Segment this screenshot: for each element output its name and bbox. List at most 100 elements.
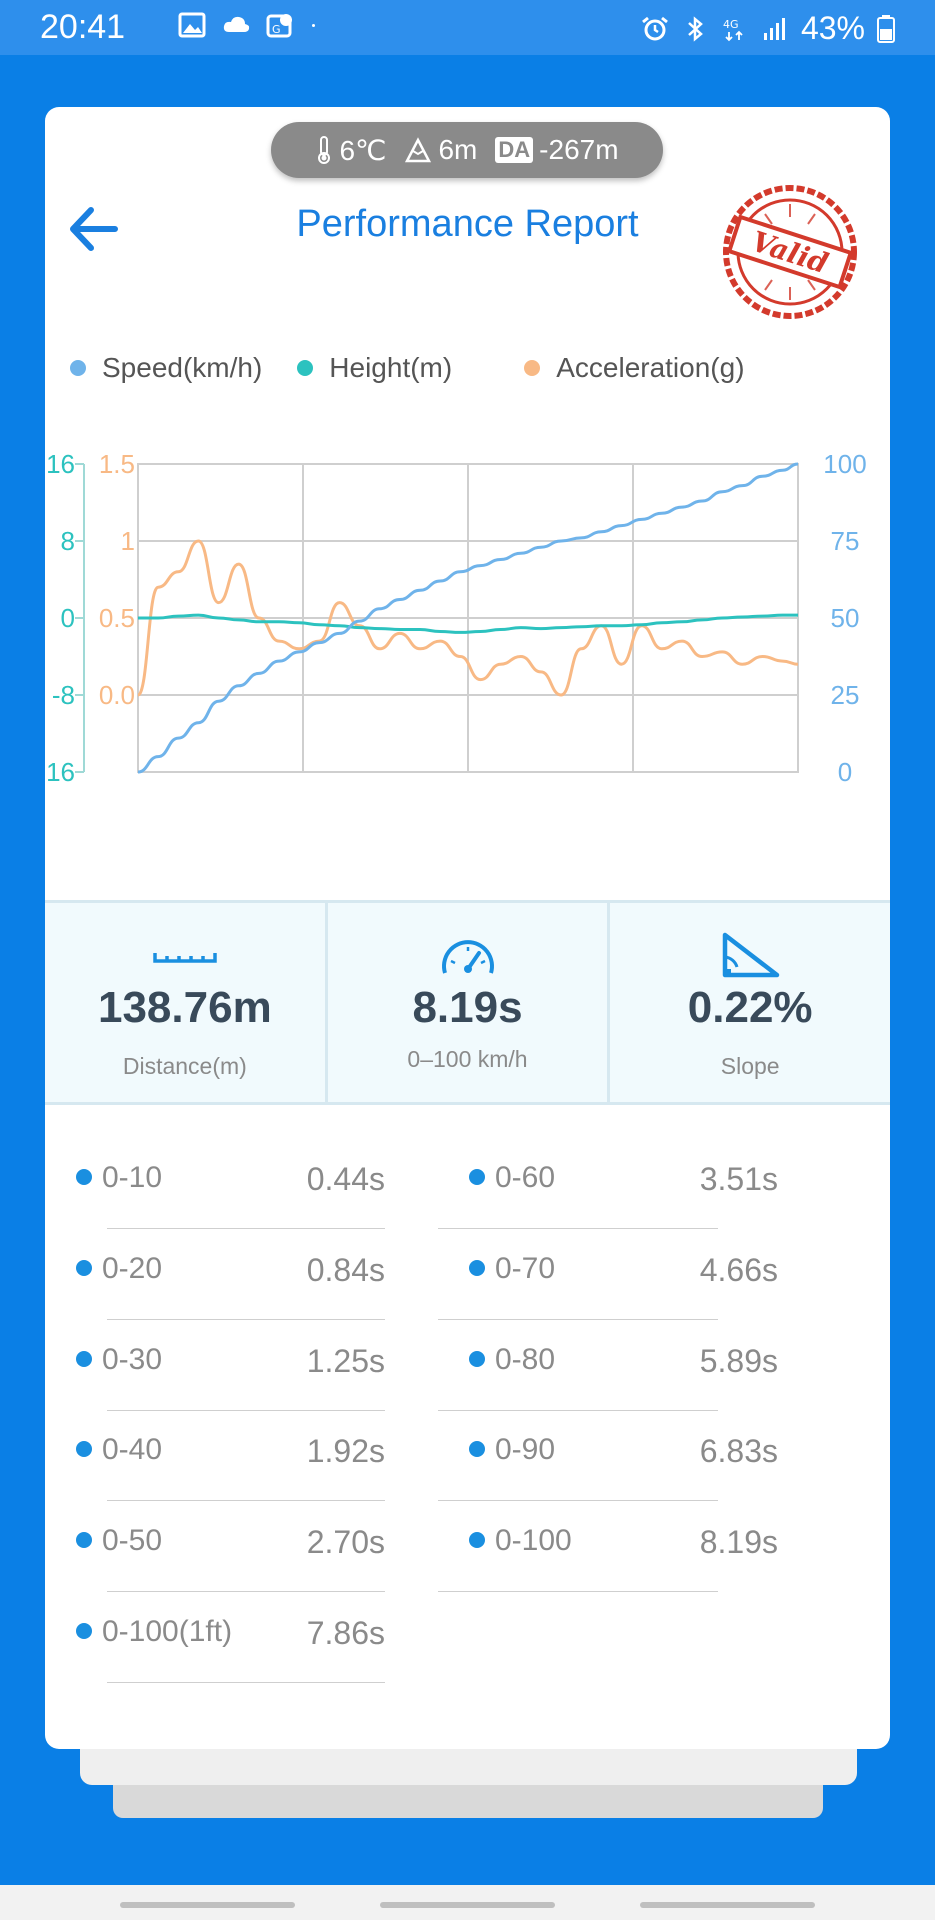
nav-back-button[interactable] xyxy=(640,1902,815,1908)
split-time-row: 0-60 3.51s xyxy=(438,1147,778,1237)
split-time-row: 0-50 2.70s xyxy=(45,1510,385,1600)
legend-acceleration-dot xyxy=(524,360,541,376)
split-name: 0-40 xyxy=(102,1433,163,1466)
status-left-icons: G xyxy=(178,12,324,38)
chart-legend: Speed(km/h) Height(m) Acceleration(g) xyxy=(70,352,745,384)
density-altitude-value: -267m xyxy=(539,134,619,165)
maps-icon: G xyxy=(266,14,292,38)
svg-text:4G: 4G xyxy=(723,18,739,31)
row-divider xyxy=(107,1319,385,1320)
legend-acceleration: Acceleration(g) xyxy=(524,352,745,384)
split-time: 7.86s xyxy=(306,1615,385,1651)
split-bullet xyxy=(76,1260,92,1276)
da-badge: DA xyxy=(495,137,534,163)
split-name: 0-90 xyxy=(495,1433,556,1466)
split-bullet xyxy=(469,1441,485,1457)
row-divider xyxy=(438,1410,718,1411)
row-divider xyxy=(107,1500,385,1501)
height-tick-label: 0 xyxy=(61,603,75,633)
speed-tick-label: 75 xyxy=(831,526,860,556)
temperature-item: 6℃ xyxy=(315,134,386,167)
split-name: 0-20 xyxy=(102,1252,163,1285)
alarm-icon xyxy=(642,16,668,40)
slope-value: 0.22% xyxy=(687,983,813,1032)
back-arrow-icon[interactable] xyxy=(63,197,127,261)
split-time: 2.70s xyxy=(306,1524,385,1560)
split-time-row: 0-20 0.84s xyxy=(45,1238,385,1328)
acceleration-tick-label: 1.5 xyxy=(99,449,135,479)
row-divider xyxy=(438,1591,718,1592)
battery-icon xyxy=(877,14,895,43)
split-name: 0-50 xyxy=(102,1524,163,1557)
acceleration-tick-label: 1 xyxy=(121,526,135,556)
split-bullet xyxy=(469,1532,485,1548)
legend-speed-label: Speed(km/h) xyxy=(102,352,263,383)
split-time: 3.51s xyxy=(699,1161,778,1197)
zero-to-hundred-label: 0–100 km/h xyxy=(407,1046,528,1072)
system-nav-bar xyxy=(0,1885,935,1920)
valid-stamp-icon: Valid xyxy=(723,185,857,319)
battery-percent: 43% xyxy=(800,10,865,46)
speed-series-line xyxy=(137,462,799,774)
temperature-value: 6℃ xyxy=(339,134,387,166)
performance-chart: 16 8 0 -8 -16 1.5 1 0.5 0.0 100 75 50 25 0 xyxy=(45,449,867,787)
page-title: Performance Report xyxy=(296,203,639,245)
split-time: 0.84s xyxy=(306,1252,385,1288)
legend-speed: Speed(km/h) xyxy=(70,352,262,384)
split-bullet xyxy=(76,1623,92,1639)
distance-value: 138.76m xyxy=(97,983,272,1032)
split-time: 8.19s xyxy=(699,1524,778,1560)
slope-label: Slope xyxy=(720,1053,780,1079)
height-series-line xyxy=(138,613,798,634)
thermometer-icon xyxy=(318,136,331,164)
height-tick-label: 16 xyxy=(46,449,75,479)
split-time-row: 0-80 5.89s xyxy=(438,1329,778,1419)
split-bullet xyxy=(469,1169,485,1185)
row-divider xyxy=(107,1591,385,1592)
altitude-value: 6m xyxy=(438,134,478,165)
legend-height-dot xyxy=(297,360,314,376)
split-time: 0.44s xyxy=(306,1161,385,1197)
signal-icon xyxy=(763,17,785,40)
split-bullet xyxy=(76,1169,92,1185)
distance-label: Distance(m) xyxy=(122,1053,247,1079)
split-time-row: 0-100(1ft) 7.86s xyxy=(45,1601,385,1691)
split-time-row: 0-30 1.25s xyxy=(45,1329,385,1419)
4g-icon: 4G xyxy=(723,18,743,41)
split-name: 0-100 xyxy=(495,1524,572,1557)
speed-tick-label: 50 xyxy=(831,603,860,633)
density-altitude-item: DA -267m xyxy=(495,134,619,166)
status-bar: 20:41 G 4G 43% xyxy=(0,0,935,55)
split-bullet xyxy=(76,1351,92,1367)
split-time-row: 0-40 1.92s xyxy=(45,1419,385,1509)
mountain-icon xyxy=(405,137,432,163)
split-time: 1.25s xyxy=(306,1343,385,1379)
row-divider xyxy=(438,1228,718,1229)
status-time: 20:41 xyxy=(40,8,126,46)
image-icon xyxy=(178,12,206,38)
row-divider xyxy=(107,1682,385,1683)
slope-icon xyxy=(722,932,780,978)
speedometer-icon xyxy=(441,940,494,974)
cloud-icon xyxy=(223,16,250,32)
weather-info-pill: 6℃ 6m DA -267m xyxy=(271,122,663,178)
legend-speed-dot xyxy=(70,360,86,376)
split-name: 0-100(1ft) xyxy=(102,1615,233,1648)
speed-tick-label: 0 xyxy=(838,757,852,787)
stat-zero-to-hundred: 8.19s 0–100 km/h xyxy=(328,903,611,1102)
nav-recents-button[interactable] xyxy=(120,1902,295,1908)
ruler-icon xyxy=(153,953,217,963)
split-bullet xyxy=(76,1441,92,1457)
legend-height-label: Height(m) xyxy=(329,352,453,383)
row-divider xyxy=(107,1410,385,1411)
split-time: 5.89s xyxy=(699,1343,778,1379)
split-time-row: 0-90 6.83s xyxy=(438,1419,778,1509)
legend-acceleration-label: Acceleration(g) xyxy=(556,352,745,383)
nav-home-button[interactable] xyxy=(380,1902,555,1908)
speed-tick-label: 25 xyxy=(831,680,860,710)
svg-text:G: G xyxy=(272,23,281,36)
split-time: 6.83s xyxy=(699,1433,778,1469)
stat-distance: 138.76m Distance(m) xyxy=(45,903,328,1102)
stat-slope: 0.22% Slope xyxy=(610,903,890,1102)
stats-panel: 138.76m Distance(m) 8.19s 0–100 km/h 0.2… xyxy=(45,900,890,1105)
